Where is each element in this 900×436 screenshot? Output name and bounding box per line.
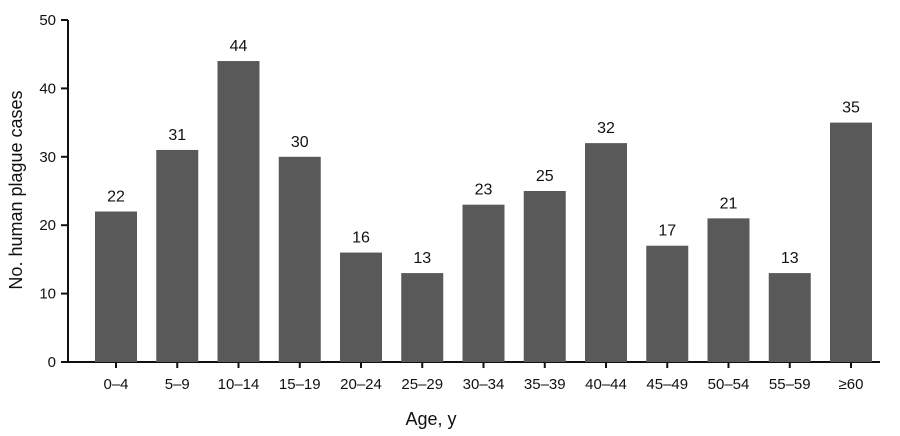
bar-value-label: 30: [291, 134, 309, 151]
bar: [217, 61, 260, 362]
y-tick-label: 10: [39, 286, 56, 303]
y-tick-label: 30: [39, 149, 56, 166]
x-tick-label: 30–34: [463, 376, 505, 393]
bar-value-label: 35: [842, 100, 860, 117]
x-tick-label: 35–39: [524, 376, 566, 393]
bar: [401, 273, 444, 362]
bar-value-label: 32: [597, 120, 615, 137]
bar-value-label: 31: [168, 127, 186, 144]
bar: [585, 143, 627, 362]
x-tick-label: 0–4: [103, 376, 128, 393]
bar-value-label: 16: [352, 230, 370, 247]
x-tick-label: 25–29: [401, 376, 443, 393]
bar: [523, 191, 566, 362]
bars: [95, 61, 872, 362]
bar-value-label: 13: [781, 250, 799, 267]
bar: [340, 252, 382, 362]
y-axis: 0 10 20 30 40 50: [39, 12, 69, 371]
bar: [462, 204, 505, 362]
bar-value-label: 17: [658, 223, 676, 240]
bar: [95, 211, 137, 362]
bar: [646, 245, 689, 362]
x-axis-title: Age, y: [405, 409, 456, 429]
bar-value-label: 23: [475, 182, 493, 199]
x-tick-label: 20–24: [340, 376, 382, 393]
x-tick-label: 50–54: [708, 376, 750, 393]
x-tick-label: 45–49: [646, 376, 688, 393]
y-axis-title: No. human plague cases: [6, 90, 26, 289]
bar-value-label: 44: [230, 38, 248, 55]
bar: [830, 122, 872, 362]
y-tick-label: 50: [39, 12, 56, 29]
bar-value-label: 25: [536, 168, 554, 185]
x-tick-label: ≥60: [839, 376, 864, 393]
bar-value-label: 21: [720, 195, 738, 212]
x-tick-label: 40–44: [585, 376, 627, 393]
x-axis: 0–4 5–9 10–14 15–19 20–24 25–29 30–34 35–39 40–4…: [68, 361, 880, 393]
x-tick-label: 5–9: [165, 376, 190, 393]
bar-value-labels: 22 31 44 30 16 13 23 25 32 17 21 13 35: [107, 38, 860, 267]
x-tick-label: 15–19: [279, 376, 321, 393]
x-tick-label: 55–59: [769, 376, 811, 393]
bar: [768, 273, 811, 362]
bar-value-label: 13: [413, 250, 431, 267]
y-tick-label: 20: [39, 217, 56, 234]
bar-value-label: 22: [107, 189, 125, 206]
y-tick-label: 0: [48, 354, 56, 371]
bar: [156, 149, 199, 362]
y-tick-label: 40: [39, 80, 56, 97]
bar: [707, 218, 750, 362]
x-tick-label: 10–14: [218, 376, 260, 393]
bar: [278, 156, 321, 362]
